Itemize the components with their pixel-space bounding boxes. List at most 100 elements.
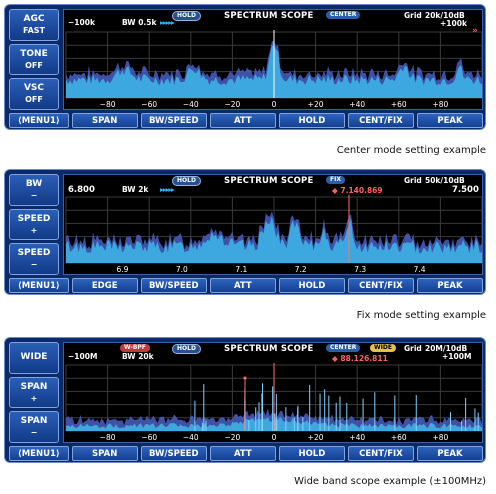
tone-label: TONE — [20, 48, 48, 59]
scope-header: −100k BW 0.5k ▸▸▸▸▸ HOLD SPECTRUM SCOPE … — [64, 10, 482, 36]
wbpf-badge: W-BPF — [120, 344, 150, 352]
edge-button[interactable]: EDGE — [71, 278, 138, 293]
agc-button[interactable]: AGC FAST — [9, 9, 59, 41]
span-left-label: 6.800 — [68, 185, 95, 195]
span-minus-label: SPAN — [20, 416, 48, 427]
scope-panel-center: AGC FAST TONE OFF VSC OFF −80 −60 −40 −20 0 +… — [4, 4, 486, 130]
x-tick-label: 7.2 — [295, 265, 307, 274]
x-tick-label: 0 — [272, 433, 277, 442]
wide-button[interactable]: WIDE — [9, 342, 59, 374]
cent-fix-button[interactable]: CENT/FIX — [347, 278, 414, 293]
spectrum-display[interactable]: 6.9 7.0 7.1 7.2 7.3 7.4 6.800 BW 2k ▸▸▸▸▸ HOL… — [63, 174, 483, 275]
bw-minus-button[interactable]: BW − — [9, 174, 59, 206]
caption-center: Center mode setting example — [336, 145, 486, 156]
bw-speed-button[interactable]: BW/SPEED — [140, 446, 207, 461]
x-tick-label: −60 — [141, 100, 157, 109]
bw-minus-label: BW — [25, 178, 43, 189]
x-tick-label: +60 — [391, 100, 407, 109]
grid-label: Grid — [404, 344, 422, 353]
span-button[interactable]: SPAN — [71, 113, 138, 128]
scope-panel-fix: BW − SPEED + SPEED − 6.9 7.0 7.1 7.2 7.3 7.4 … — [4, 169, 486, 295]
menu1-button[interactable]: ⟨MENU1⟩ — [9, 278, 69, 293]
scope-panel-wide: WIDE SPAN + SPAN − −80 −60 −40 −20 0 +20 +40 +6… — [4, 337, 486, 463]
scope-header: 6.800 BW 2k ▸▸▸▸▸ HOLD SPECTRUM SCOPE FI… — [64, 175, 482, 197]
vsc-value: OFF — [25, 95, 43, 105]
spectrum-trace — [66, 216, 482, 263]
bw-speed-button[interactable]: BW/SPEED — [140, 113, 207, 128]
spectrum-display[interactable]: −80 −60 −40 −20 0 +20 +40 +60 +80 W-BPF −100M BW… — [63, 342, 483, 443]
menu-bar: ⟨MENU1⟩ SPAN BW/SPEED ATT HOLD CENT/FIX … — [9, 113, 484, 128]
x-tick-label: 7.1 — [235, 265, 247, 274]
x-tick-label: +20 — [308, 433, 324, 442]
wide-label: WIDE — [20, 352, 48, 363]
x-tick-label: −20 — [224, 100, 240, 109]
speed-minus-button[interactable]: SPEED − — [9, 243, 59, 276]
att-button[interactable]: ATT — [209, 446, 276, 461]
x-tick-label: −20 — [224, 433, 240, 442]
x-tick-label: −60 — [141, 433, 157, 442]
peak-button[interactable]: PEAK — [416, 278, 484, 293]
att-button[interactable]: ATT — [209, 278, 276, 293]
scope-title: SPECTRUM SCOPE — [224, 344, 314, 354]
hold-badge: HOLD — [172, 11, 201, 21]
x-tick-label: −40 — [183, 100, 199, 109]
spectrum-graph: −80 −60 −40 −20 0 +20 +40 +60 +80 — [65, 363, 482, 442]
x-tick-label: +40 — [349, 100, 365, 109]
side-buttons: WIDE SPAN + SPAN − — [9, 342, 59, 444]
bw-label: BW 0.5k — [122, 18, 157, 27]
menu-bar: ⟨MENU1⟩ SPAN BW/SPEED ATT HOLD CENT/FIX … — [9, 446, 484, 461]
span-minus-button[interactable]: SPAN − — [9, 411, 59, 444]
scope-title: SPECTRUM SCOPE — [224, 176, 314, 186]
x-tick-label: 7.3 — [354, 265, 366, 274]
span-button[interactable]: SPAN — [71, 446, 138, 461]
tone-button[interactable]: TONE OFF — [9, 43, 59, 76]
span-plus-sign: + — [30, 393, 38, 403]
x-tick-label: +60 — [391, 433, 407, 442]
menu1-button[interactable]: ⟨MENU1⟩ — [9, 446, 69, 461]
span-plus-button[interactable]: SPAN + — [9, 376, 59, 409]
span-right-label: 7.500 — [452, 185, 479, 195]
speed-plus-button[interactable]: SPEED + — [9, 208, 59, 241]
menu-bar: ⟨MENU1⟩ EDGE BW/SPEED ATT HOLD CENT/FIX … — [9, 278, 484, 293]
cent-fix-button[interactable]: CENT/FIX — [347, 113, 414, 128]
cent-fix-button[interactable]: CENT/FIX — [347, 446, 414, 461]
scope-header: W-BPF −100M BW 20k HOLD SPECTRUM SCOPE C… — [64, 343, 482, 365]
marker-frequency-value: 7.140.869 — [340, 186, 383, 195]
speed-minus-label: SPEED — [17, 248, 51, 259]
mode-badge: FIX — [326, 176, 345, 184]
marker-frequency: ◆ 88.126.811 — [332, 354, 388, 363]
side-buttons: BW − SPEED + SPEED − — [9, 174, 59, 276]
speed-plus-label: SPEED — [17, 213, 51, 224]
spectrum-display[interactable]: −80 −60 −40 −20 0 +20 +40 +60 +80 −100k BW 0.5k … — [63, 9, 483, 110]
spectrum-graph: −80 −60 −40 −20 0 +20 +40 +60 +80 — [65, 30, 482, 109]
hold-button[interactable]: HOLD — [278, 278, 345, 293]
marker-frequency: ◆ 7.140.869 — [332, 186, 383, 195]
x-tick-label: +80 — [432, 433, 448, 442]
span-right-label: +100k — [440, 19, 467, 28]
x-tick-label: +20 — [308, 100, 324, 109]
att-button[interactable]: ATT — [209, 113, 276, 128]
scope-title: SPECTRUM SCOPE — [224, 11, 314, 21]
peak-button[interactable]: PEAK — [416, 446, 484, 461]
vsc-button[interactable]: VSC OFF — [9, 78, 59, 111]
bw-label: BW 20k — [122, 352, 154, 361]
menu1-button[interactable]: ⟨MENU1⟩ — [9, 113, 69, 128]
side-buttons: AGC FAST TONE OFF VSC OFF — [9, 9, 59, 111]
x-tick-label: −80 — [100, 433, 116, 442]
hold-button[interactable]: HOLD — [278, 446, 345, 461]
x-tick-label: +80 — [432, 100, 448, 109]
vsc-label: VSC — [23, 83, 45, 94]
span-left-label: −100M — [68, 352, 98, 361]
speed-plus-sign: + — [30, 225, 38, 235]
x-tick-label: −40 — [183, 433, 199, 442]
grid-value: 20M/10dB — [425, 344, 468, 353]
caption-wide: Wide band scope example (±100MHz) — [294, 476, 486, 487]
hold-button[interactable]: HOLD — [278, 113, 345, 128]
peak-dot — [243, 376, 247, 380]
speed-minus-sign: − — [30, 260, 38, 270]
peak-button[interactable]: PEAK — [416, 113, 484, 128]
bw-speed-button[interactable]: BW/SPEED — [140, 278, 207, 293]
hold-badge: HOLD — [172, 176, 201, 186]
bw-label: BW 2k — [122, 185, 149, 194]
span-plus-label: SPAN — [20, 381, 48, 392]
